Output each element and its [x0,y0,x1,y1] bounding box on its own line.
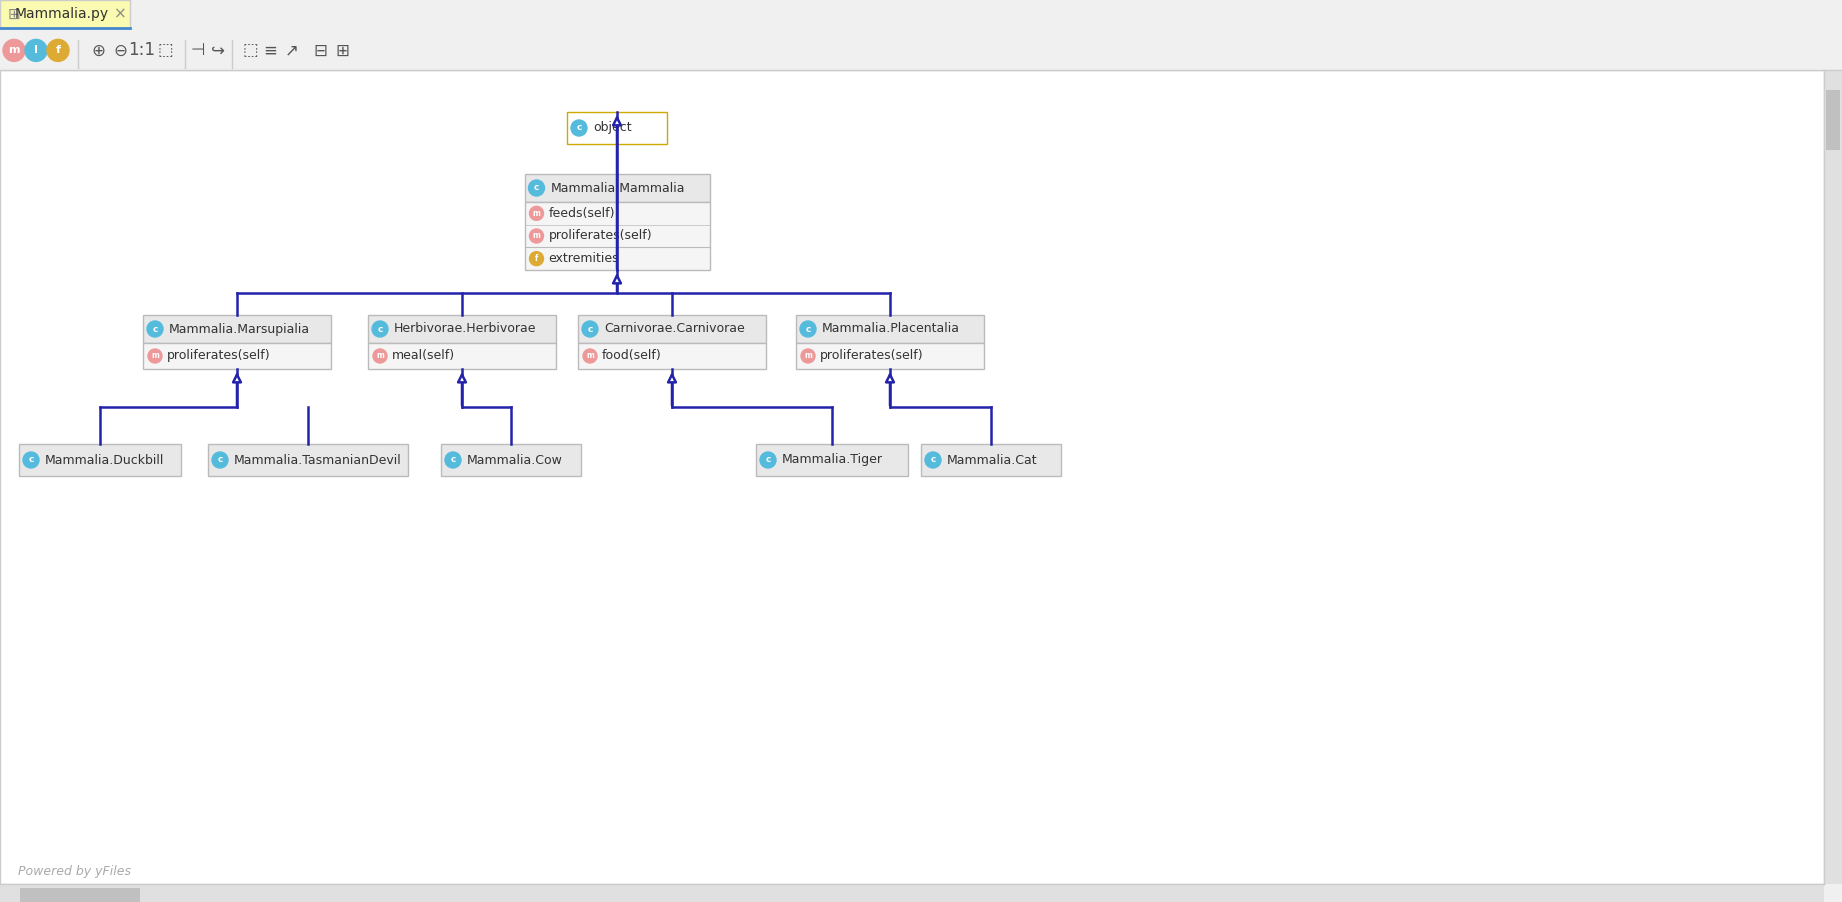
Bar [144,343,332,369]
Bar [208,444,407,476]
Text: Mammalia.Marsupialia: Mammalia.Marsupialia [169,323,309,336]
Circle shape [571,120,588,136]
Text: c: c [577,124,582,133]
Circle shape [801,349,814,363]
Bar [567,112,667,144]
Circle shape [372,321,389,337]
Text: Mammalia.py: Mammalia.py [15,7,109,21]
Text: ↪: ↪ [212,41,225,60]
Bar [796,343,984,369]
Bar [18,444,181,476]
Circle shape [48,40,68,61]
Text: m: m [586,352,593,361]
Bar [796,315,984,343]
Circle shape [446,452,460,468]
Text: c: c [588,325,593,334]
Text: c: c [378,325,383,334]
Text: I: I [33,45,39,55]
Text: object: object [593,122,632,134]
Bar [368,343,556,369]
Text: proliferates(self): proliferates(self) [549,229,652,243]
Bar [1824,70,1842,884]
Text: ⬚: ⬚ [157,41,173,60]
Text: Mammalia.Duckbill: Mammalia.Duckbill [44,454,164,466]
Circle shape [761,452,775,468]
Text: c: c [449,456,455,465]
Circle shape [529,229,543,243]
Circle shape [799,321,816,337]
Text: proliferates(self): proliferates(self) [168,349,271,363]
Circle shape [147,349,162,363]
Bar [578,315,766,343]
Text: ⊕: ⊕ [90,41,105,60]
Bar [0,0,131,28]
Text: m: m [376,352,383,361]
Text: meal(self): meal(self) [392,349,455,363]
Text: c: c [534,183,540,192]
Bar [0,0,1842,70]
Text: ↗: ↗ [286,41,298,60]
Text: feeds(self): feeds(self) [549,207,615,220]
Circle shape [147,321,162,337]
Text: c: c [764,456,770,465]
Text: food(self): food(self) [602,349,661,363]
Circle shape [372,349,387,363]
Text: m: m [805,352,812,361]
Bar [525,202,709,270]
Text: m: m [532,232,540,241]
Circle shape [4,40,26,61]
Text: ≡: ≡ [263,41,276,60]
Bar [144,315,332,343]
Text: c: c [28,456,33,465]
Circle shape [925,452,941,468]
Circle shape [529,180,545,196]
Circle shape [22,452,39,468]
Circle shape [582,321,599,337]
Text: Carnivorae.Carnivorae: Carnivorae.Carnivorae [604,323,744,336]
Text: ⊣: ⊣ [192,41,204,60]
Text: c: c [930,456,936,465]
Bar [578,343,766,369]
Text: Mammalia.Tiger: Mammalia.Tiger [783,454,882,466]
Text: m: m [151,352,158,361]
Text: c: c [217,456,223,465]
Text: Mammalia.Cow: Mammalia.Cow [468,454,564,466]
Text: ⊞: ⊞ [7,6,20,22]
Bar [921,444,1061,476]
Text: Mammalia.Placentalia: Mammalia.Placentalia [822,323,960,336]
Circle shape [529,207,543,220]
Text: c: c [153,325,158,334]
Text: ⊟: ⊟ [313,41,326,60]
Text: Mammalia.TasmanianDevil: Mammalia.TasmanianDevil [234,454,402,466]
Bar [440,444,580,476]
Text: ⊖: ⊖ [112,41,127,60]
Text: f: f [534,254,538,263]
Bar [1825,90,1840,150]
Text: 1:1: 1:1 [129,41,155,60]
Text: f: f [55,45,61,55]
Text: Herbivorae.Herbivorae: Herbivorae.Herbivorae [394,323,536,336]
Text: m: m [7,45,20,55]
Circle shape [212,452,228,468]
Bar [0,884,1824,902]
Text: ⊞: ⊞ [335,41,348,60]
Text: ×: × [114,6,127,22]
Text: Mammalia.Cat: Mammalia.Cat [947,454,1037,466]
Text: proliferates(self): proliferates(self) [820,349,923,363]
Bar [368,315,556,343]
Circle shape [529,252,543,266]
Bar [755,444,908,476]
Bar [525,174,709,202]
Circle shape [584,349,597,363]
Text: extremities: extremities [549,253,619,265]
Text: Mammalia.Mammalia: Mammalia.Mammalia [551,181,685,195]
Bar [20,888,140,902]
Text: m: m [532,209,540,218]
Text: c: c [805,325,810,334]
Text: Powered by yFiles: Powered by yFiles [18,866,131,879]
Circle shape [26,40,48,61]
Text: ⬚: ⬚ [241,41,258,60]
